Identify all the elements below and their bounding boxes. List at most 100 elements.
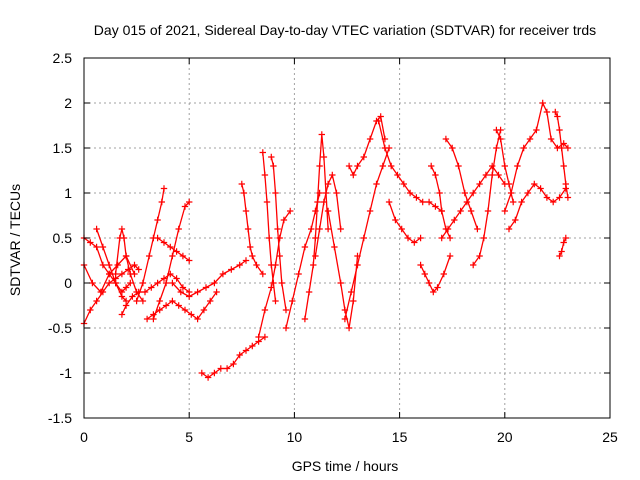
data-point xyxy=(114,261,121,269)
data-point xyxy=(255,333,262,341)
data-point xyxy=(461,189,468,197)
x-tick-label: 0 xyxy=(80,429,88,445)
data-point xyxy=(202,284,210,291)
series-arc-m xyxy=(238,180,266,278)
data-point xyxy=(89,279,96,287)
series-arc-p xyxy=(268,153,290,314)
data-point xyxy=(242,257,250,264)
series-arc-s xyxy=(312,171,344,260)
data-point xyxy=(188,311,195,318)
data-point xyxy=(556,194,563,201)
data-point xyxy=(272,297,279,305)
data-point xyxy=(156,297,163,305)
series-line xyxy=(135,188,165,302)
data-point xyxy=(133,297,140,305)
data-point xyxy=(539,99,546,107)
data-point xyxy=(112,270,119,278)
data-point xyxy=(316,162,323,170)
data-point xyxy=(162,302,170,309)
data-point xyxy=(489,171,496,179)
data-point xyxy=(118,225,126,233)
data-point xyxy=(394,171,401,179)
data-point xyxy=(181,306,189,314)
data-point xyxy=(118,311,126,318)
data-point xyxy=(543,108,551,116)
series-arc-ah xyxy=(556,234,569,260)
data-point xyxy=(524,189,532,197)
data-point xyxy=(430,288,437,296)
y-tick-label: 2.5 xyxy=(53,50,73,66)
series-arc-aa xyxy=(428,162,454,242)
data-point xyxy=(547,135,555,143)
data-point xyxy=(276,252,283,260)
data-point xyxy=(451,216,458,224)
data-point xyxy=(467,207,475,215)
data-point xyxy=(381,144,389,152)
data-point xyxy=(442,135,450,143)
series-line xyxy=(388,201,421,244)
series-arc-x xyxy=(385,198,424,246)
data-point xyxy=(428,162,435,170)
data-point xyxy=(230,360,237,368)
series-arc-v xyxy=(341,144,393,323)
data-point xyxy=(564,144,572,152)
data-point xyxy=(276,234,283,242)
series-arc-f xyxy=(118,270,193,318)
data-point xyxy=(455,162,462,170)
data-point xyxy=(194,288,201,296)
data-point xyxy=(411,239,418,246)
data-point xyxy=(560,239,567,246)
data-point xyxy=(310,261,317,269)
data-point xyxy=(345,324,353,332)
data-point xyxy=(337,225,344,233)
series-arc-r xyxy=(301,131,332,323)
data-point xyxy=(320,153,328,161)
series-line xyxy=(304,133,329,320)
data-point xyxy=(289,297,296,305)
data-point xyxy=(350,297,357,305)
data-point xyxy=(219,270,227,278)
data-point xyxy=(476,180,483,188)
data-point xyxy=(162,279,170,287)
data-point xyxy=(556,252,563,260)
data-point xyxy=(392,216,399,224)
series-line xyxy=(504,102,569,212)
series-arc-q xyxy=(282,189,323,332)
data-point xyxy=(377,113,384,120)
series-line xyxy=(285,192,321,329)
series-arc-d xyxy=(93,225,130,305)
y-axis-label: SDTVAR / TECUs xyxy=(7,184,23,296)
data-point xyxy=(169,252,176,260)
x-tick-label: 20 xyxy=(497,429,513,445)
data-point xyxy=(261,333,269,341)
data-point xyxy=(268,261,275,269)
data-point xyxy=(514,162,521,170)
data-point xyxy=(474,225,481,233)
data-point xyxy=(118,270,126,278)
y-tick-label: -0.5 xyxy=(48,320,72,336)
data-point xyxy=(432,171,439,179)
data-point xyxy=(217,365,224,372)
series-arc-e xyxy=(112,225,147,305)
data-point xyxy=(324,225,332,233)
data-point xyxy=(238,180,245,188)
series-arc-ac xyxy=(470,126,504,269)
data-point xyxy=(421,270,428,278)
plot-frame xyxy=(83,57,611,419)
data-point xyxy=(198,369,205,377)
data-point xyxy=(329,171,336,179)
data-point xyxy=(417,261,424,269)
y-tick-label: 1.5 xyxy=(53,140,73,156)
data-point xyxy=(320,198,328,206)
data-point xyxy=(282,306,290,314)
data-point xyxy=(314,198,321,206)
data-point xyxy=(268,153,275,161)
data-point xyxy=(318,131,325,138)
data-point xyxy=(360,153,367,161)
data-point xyxy=(554,113,561,120)
data-point xyxy=(417,234,424,242)
series-arc-n xyxy=(255,207,294,341)
data-point xyxy=(139,297,147,305)
data-point xyxy=(337,279,344,287)
series-arc-o xyxy=(259,149,279,305)
